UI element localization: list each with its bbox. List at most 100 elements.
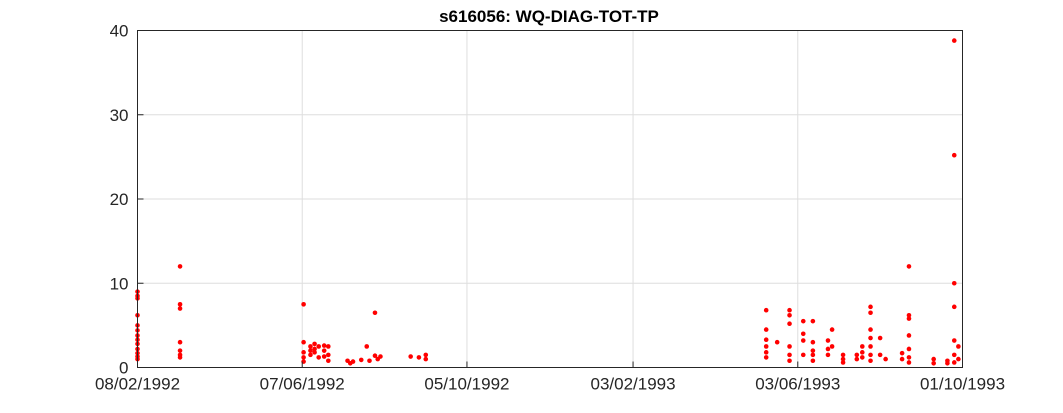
y-tick-label: 30	[110, 106, 129, 125]
data-point	[774, 339, 780, 345]
data-point	[810, 318, 816, 324]
chart-title: s616056: WQ-DIAG-TOT-TP	[439, 7, 659, 26]
data-point	[840, 356, 846, 362]
data-point	[378, 354, 383, 359]
data-point	[956, 356, 961, 362]
x-tick-label: 01/10/1993	[920, 375, 1005, 394]
data-point	[854, 356, 860, 362]
data-point	[326, 352, 331, 358]
data-point	[763, 337, 769, 342]
data-point	[868, 352, 873, 358]
data-point	[177, 306, 183, 311]
data-point	[810, 352, 816, 358]
data-point	[177, 348, 183, 353]
data-point	[787, 312, 792, 318]
data-point	[951, 38, 957, 43]
data-point	[312, 346, 317, 352]
data-point	[367, 358, 372, 364]
data-point	[800, 352, 806, 358]
data-point	[906, 346, 912, 352]
data-point	[350, 359, 356, 364]
data-point	[787, 352, 792, 358]
data-point	[177, 339, 183, 345]
x-tick-label: 03/06/1993	[755, 375, 840, 394]
data-point	[931, 356, 936, 362]
data-point	[301, 339, 306, 345]
data-point	[825, 338, 831, 343]
y-tick-label: 20	[110, 190, 129, 209]
data-point	[868, 344, 873, 349]
data-point	[956, 344, 961, 349]
data-point	[800, 338, 806, 343]
data-point	[423, 356, 429, 362]
data-point	[945, 360, 950, 366]
x-tick-label: 08/02/1992	[95, 375, 180, 394]
data-point	[877, 352, 883, 358]
data-point	[951, 360, 957, 365]
data-point	[321, 343, 327, 348]
data-point	[763, 355, 769, 360]
gridlines	[137, 30, 963, 368]
data-point	[763, 344, 769, 349]
data-point	[868, 310, 873, 316]
data-point	[810, 358, 816, 364]
data-point	[825, 346, 831, 352]
data-point	[423, 352, 429, 358]
y-tick-label: 0	[119, 359, 128, 378]
data-point	[358, 357, 364, 363]
data-point	[810, 348, 816, 353]
data-point	[840, 360, 846, 365]
data-point	[800, 331, 806, 337]
data-point	[906, 355, 912, 360]
data-point	[177, 302, 183, 307]
data-point	[787, 321, 792, 326]
data-point	[763, 307, 769, 313]
data-point	[868, 327, 873, 332]
y-tick-label: 40	[110, 22, 129, 41]
data-point	[825, 352, 831, 358]
data-point	[177, 264, 183, 269]
x-tick-label: 03/02/1993	[591, 375, 676, 394]
data-point	[883, 356, 888, 362]
data-point	[763, 327, 769, 332]
data-point	[951, 152, 957, 158]
data-point	[951, 280, 957, 286]
data-point	[906, 316, 912, 321]
data-point	[326, 358, 331, 364]
data-point	[316, 344, 321, 349]
data-point	[951, 352, 957, 358]
data-point	[810, 339, 816, 345]
data-point	[906, 312, 912, 318]
data-point	[906, 333, 912, 338]
x-axis: 08/02/1992 07/06/1992 05/10/1992 03/02/1993…	[95, 361, 1005, 394]
data-point	[868, 335, 873, 341]
data-point	[906, 360, 912, 365]
data-point	[177, 355, 183, 360]
data-point	[899, 350, 905, 356]
data-point	[931, 360, 936, 366]
data-point	[308, 348, 313, 353]
data-point	[906, 264, 912, 269]
data-point	[364, 344, 370, 349]
data-point	[372, 310, 378, 316]
data-point	[859, 355, 865, 360]
data-point	[829, 344, 835, 349]
data-point	[301, 355, 306, 360]
data-point	[899, 356, 905, 362]
data-point	[859, 350, 865, 355]
y-tick-label: 10	[110, 274, 129, 293]
data-point	[951, 338, 957, 343]
data-point	[829, 327, 835, 332]
data-point	[321, 348, 327, 353]
data-point	[877, 335, 883, 341]
data-point	[951, 304, 957, 310]
x-tick-label: 05/10/1992	[424, 375, 509, 394]
data-point	[308, 352, 313, 358]
data-point	[312, 341, 317, 347]
data-point	[316, 355, 321, 360]
data-point	[787, 344, 792, 349]
data-point	[408, 354, 413, 359]
data-point	[859, 344, 865, 349]
data-point	[787, 358, 792, 364]
